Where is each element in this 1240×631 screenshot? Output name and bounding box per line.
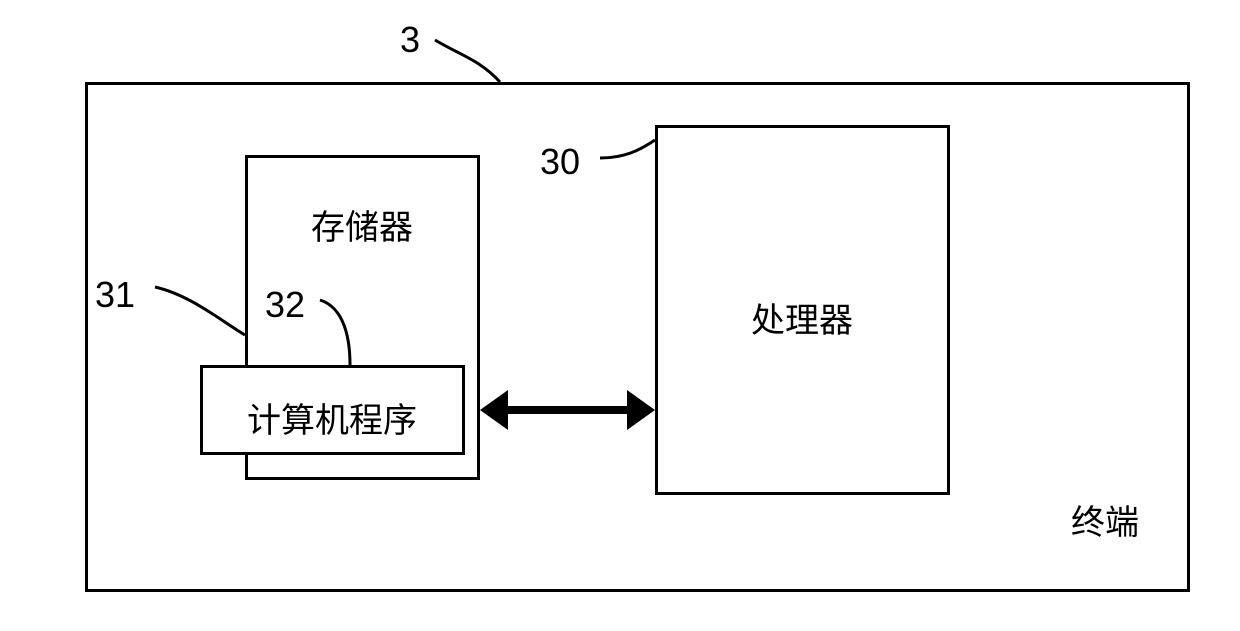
ref-label-30: 30 xyxy=(410,137,710,187)
ref-label-3: 3 xyxy=(260,15,560,65)
diagram-canvas: 终端 存储器 计算机程序 处理器 3 30 31 32 xyxy=(0,0,1240,631)
ref-label-32: 32 xyxy=(135,280,435,330)
program-label: 计算机程序 xyxy=(182,394,482,442)
memory-label: 存储器 xyxy=(212,201,512,249)
processor-label: 处理器 xyxy=(652,294,952,342)
terminal-label: 终端 xyxy=(955,496,1240,544)
